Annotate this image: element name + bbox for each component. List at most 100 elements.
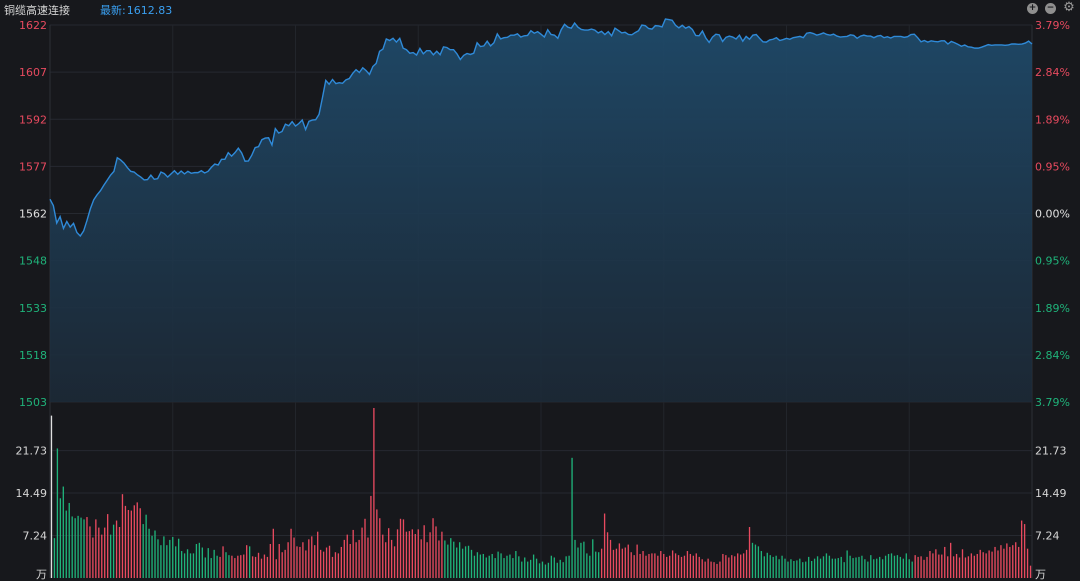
volume-bar: [178, 538, 180, 578]
minus-circle-icon[interactable]: −: [1045, 3, 1056, 14]
volume-bar: [982, 552, 984, 578]
volume-bar: [538, 563, 541, 578]
volume-bar: [382, 534, 384, 578]
volume-bar: [731, 555, 733, 578]
volume-bar: [810, 561, 813, 578]
latest-price-label: 最新:: [100, 4, 126, 17]
volume-bar: [1009, 546, 1011, 578]
volume-bar: [586, 553, 588, 578]
volume-bar: [568, 555, 570, 578]
volume-bar: [494, 558, 496, 578]
volume-bar: [411, 529, 413, 578]
volume-bar: [671, 550, 674, 578]
volume-bar: [139, 508, 141, 578]
volume-bar: [775, 555, 777, 578]
volume-bar: [349, 544, 351, 578]
volume-bar: [124, 505, 127, 578]
volume-bar: [722, 553, 724, 578]
volume-bar: [65, 510, 67, 578]
volume-bar: [281, 552, 283, 578]
volume-bar: [630, 552, 632, 578]
volume-bar: [707, 558, 709, 578]
volume-bar: [991, 551, 993, 578]
volume-bar: [240, 555, 242, 578]
volume-bar: [737, 553, 739, 578]
volume-bar: [243, 554, 245, 578]
latest-price: 最新:1612.83: [100, 2, 172, 18]
volume-bar: [148, 528, 150, 578]
volume-bar: [210, 558, 212, 578]
volume-bar: [388, 528, 390, 578]
volume-bar: [77, 515, 79, 578]
volume-bar: [725, 555, 727, 578]
volume-bar: [633, 555, 635, 578]
volume-bar: [296, 546, 298, 578]
volume-bar: [355, 542, 357, 578]
price-tick-label: 1533: [19, 302, 47, 315]
volume-bar: [867, 561, 869, 578]
volume-bar: [305, 550, 307, 578]
volume-tick-label: 21.73: [1035, 445, 1067, 458]
volume-bar: [429, 532, 431, 578]
volume-bar: [689, 553, 692, 578]
volume-bar: [778, 559, 780, 578]
volume-bar: [278, 544, 280, 578]
volume-bar: [482, 553, 484, 578]
volume-bar: [512, 558, 514, 578]
price-tick-label: 1592: [19, 113, 47, 126]
volume-bar: [861, 555, 863, 578]
volume-bar: [385, 542, 387, 578]
volume-bar: [657, 555, 659, 578]
volume-bar: [781, 555, 783, 578]
volume-bar: [186, 549, 189, 578]
volume-bar: [207, 548, 209, 578]
volume-bar: [719, 561, 721, 578]
volume-bar: [450, 538, 452, 578]
volume-bar: [1006, 543, 1008, 578]
left-axis-labels: 1622 1607 1592 1577 1562 1548 1533 1518 1503: [19, 19, 47, 409]
volume-bar: [754, 544, 757, 578]
volume-bar: [488, 555, 490, 578]
volume-bar: [447, 544, 449, 578]
volume-bar: [970, 553, 973, 578]
volume-bar: [275, 559, 277, 578]
volume-bar: [444, 540, 446, 578]
volume-tick-label: 21.73: [16, 445, 48, 458]
volume-bar: [701, 559, 703, 578]
percent-tick-label: 2.84%: [1035, 349, 1070, 362]
volume-bar: [784, 558, 786, 578]
volume-bar: [364, 518, 366, 578]
volume-bar: [432, 518, 434, 578]
volume-bar: [932, 553, 934, 578]
volume-bar: [189, 553, 192, 578]
volume-bar: [299, 546, 301, 578]
volume-bar: [154, 530, 156, 578]
volume-bar: [728, 557, 730, 578]
volume-bar: [769, 555, 771, 578]
volume-bar: [964, 557, 967, 578]
volume-bar: [373, 408, 375, 578]
price-tick-label: 1503: [19, 396, 47, 409]
volume-unit-label: 万: [1035, 568, 1046, 581]
plus-circle-icon[interactable]: +: [1027, 3, 1038, 14]
volume-bar: [98, 527, 100, 578]
volume-bar: [938, 554, 940, 578]
volume-bar: [127, 510, 130, 578]
volume-bar: [976, 553, 978, 578]
volume-bar: [997, 550, 999, 578]
volume-bar: [952, 556, 955, 578]
gear-icon[interactable]: ⚙: [1063, 0, 1075, 15]
volume-bar: [802, 562, 804, 578]
volume-bar: [902, 558, 904, 578]
volume-bar: [834, 558, 836, 578]
volume-bar: [825, 553, 828, 578]
volume-bar: [589, 555, 591, 578]
volume-bar: [107, 514, 109, 578]
volume-bar: [979, 549, 981, 578]
volume-bar: [438, 540, 440, 578]
price-tick-label: 1577: [19, 160, 47, 173]
volume-bar: [763, 556, 765, 578]
volume-bar: [311, 536, 313, 578]
volume-bar: [816, 556, 819, 578]
volume-bar: [461, 548, 464, 578]
